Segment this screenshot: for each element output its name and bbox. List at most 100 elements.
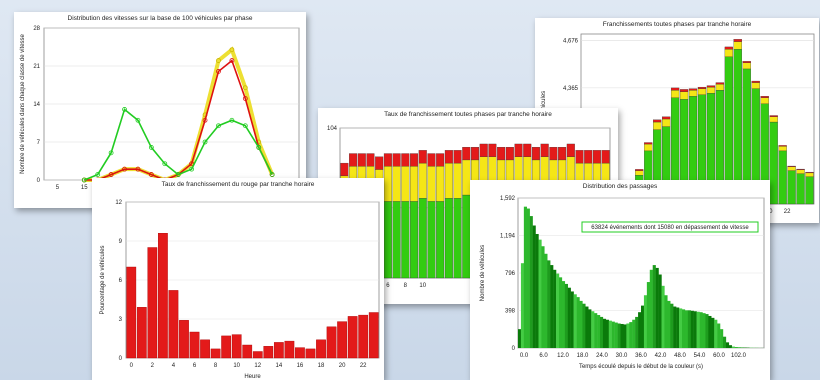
bar [635,316,639,348]
bar [702,313,706,348]
x-tick-label: 6.0 [539,353,548,359]
data-point [256,145,262,150]
bar-yellow [427,166,436,202]
bar [567,287,571,348]
bar-yellow [724,49,733,57]
bar [585,306,589,348]
bar-red [444,150,453,164]
bar-yellow [418,162,427,199]
bar-red [653,119,662,123]
bar-yellow [751,82,760,89]
speed-distribution-panel: Distribution des vitesses sur la base de… [14,12,306,208]
data-point [242,123,248,129]
bar [682,309,686,348]
bar [723,336,727,348]
bar-red [401,153,410,167]
bar-green [401,201,410,279]
x-tick-label: 36.0 [635,353,647,359]
data-point [229,58,235,63]
y-axis-label: Nombre de véhicules [480,245,486,301]
y-tick-label: 9 [119,239,123,245]
bar [273,342,284,359]
bar-green [418,198,427,279]
bar-red [375,156,384,170]
bar-yellow [706,86,716,94]
bar [179,320,189,359]
x-tick-label: 4 [172,363,176,369]
y-tick-label: 28 [33,26,40,32]
bar [641,305,645,348]
bar-yellow [392,166,401,202]
bar [679,308,683,348]
bar [687,310,691,348]
bar-green [410,201,419,279]
bar-yellow [805,172,814,177]
bar-red [679,89,689,92]
y-tick-label: 1,592 [500,196,516,202]
bar [614,322,618,348]
bar [725,342,730,348]
x-tick-label: 48.0 [674,353,686,359]
bar-yellow [742,62,751,70]
data-point [242,85,248,91]
bar-yellow [688,90,698,97]
bar-red [592,150,601,164]
data-point [108,172,114,177]
bar-red [787,165,796,167]
passages-panel: Distribution des passages 0 398 796 1,194 1,… [470,180,770,380]
y-tick-label: 0 [512,346,516,352]
bar-red [540,143,549,157]
bar [189,331,200,359]
passages-chart: 0 398 796 1,194 1,592 0.0 6.0 12.0 18.0 24.0 30.0 3… [480,196,765,370]
data-point [175,172,181,177]
data-point [269,172,275,177]
bar [652,265,656,348]
y-tick-label: 1,194 [500,234,516,240]
bar [597,315,601,348]
y-tick-label: 104 [327,126,338,132]
bar-green [778,150,787,205]
x-axis-label: Temps écoulé depuis le début de la coule… [579,364,703,370]
y-tick-label: 4,676 [563,39,579,45]
bar-yellow [715,83,725,91]
y-tick-label: 4,365 [563,86,579,92]
bar [711,317,715,348]
bar-red [697,86,707,89]
bar [611,321,615,348]
bar [620,323,624,348]
bar [667,300,671,348]
bar-yellow [444,162,453,199]
bar [699,312,703,348]
data-point [135,117,141,123]
data-point [148,172,154,177]
bar [136,307,147,359]
bar [295,347,305,359]
bar [526,208,530,348]
bar [705,314,709,348]
bar [556,273,560,348]
bar-yellow [635,170,644,176]
x-tick-label: 15 [81,185,88,191]
bar [252,351,263,359]
bar-green [453,198,462,279]
bar-red [436,153,445,167]
x-tick-label: 5 [56,185,60,191]
bar [658,274,662,348]
phases-rate-chart-title: Taux de franchissement toutes phases par… [384,111,552,118]
bar [316,339,326,359]
data-point [189,166,195,172]
bar-green [462,194,471,279]
bar [626,323,630,348]
y-tick-label: 0 [119,356,123,362]
crossings-chart-title: Franchissements toutes phases par tranch… [602,21,752,28]
x-tick-label: 22 [360,363,367,369]
annotation-text: 63824 événements dont 15080 en dépasseme… [591,225,749,231]
red-rate-chart: 0 3 6 9 12 0 2 4 6 8 10 12 14 16 18 20 22 Heure Pourcentag… [100,200,380,380]
bar [600,316,604,348]
x-tick-label: 18.0 [577,353,589,359]
bar-red [724,46,733,50]
bar [326,326,337,359]
bar-red [805,171,814,174]
y-axis-label: Nombre de véhicules dans chaque classe d… [20,33,26,173]
